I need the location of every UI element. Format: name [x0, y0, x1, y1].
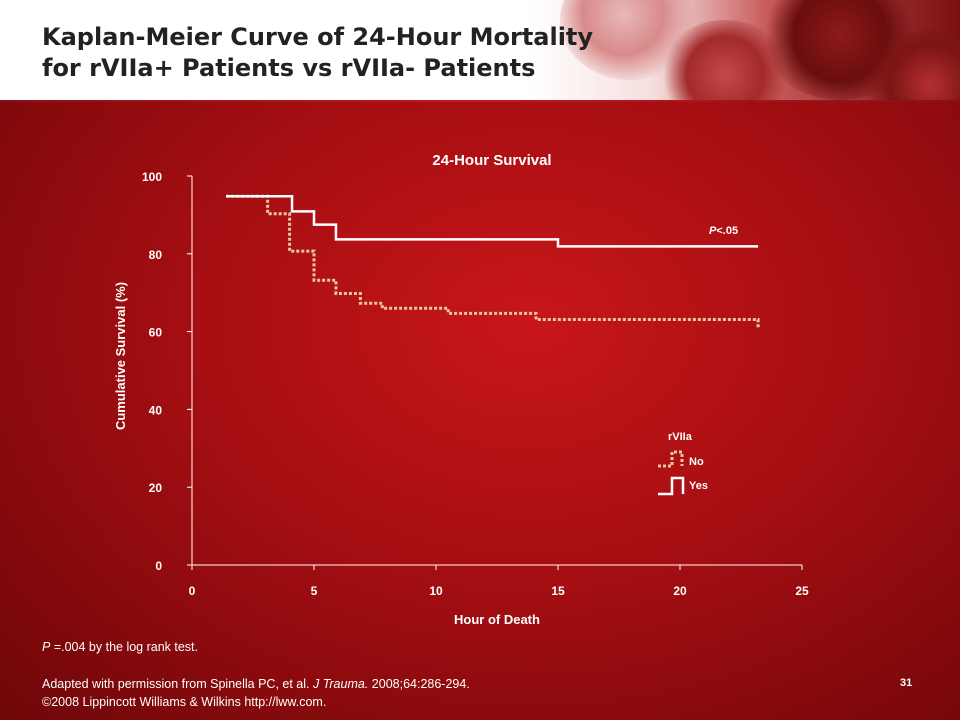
y-axis-label: Cumulative Survival (%) [113, 282, 128, 430]
x-tick-label: 10 [429, 584, 443, 598]
citation: Adapted with permission from Spinella PC… [42, 675, 470, 711]
legend-title: rVIIa [668, 431, 693, 443]
citation-suffix: 2008;64:286-294. [368, 677, 470, 691]
citation-line: Adapted with permission from Spinella PC… [42, 675, 470, 693]
x-tick-label: 20 [673, 584, 687, 598]
page-number: 31 [900, 677, 913, 689]
y-tick-label: 20 [149, 481, 163, 495]
p-value-text: <.05 [716, 225, 738, 237]
x-ticks: 0 5 10 15 20 25 [189, 565, 809, 598]
y-tick-label: 80 [149, 248, 163, 262]
legend-swatch-yes [658, 476, 685, 496]
y-tick-label: 0 [155, 559, 162, 573]
log-rank-note: P =.004 by the log rank test. [42, 640, 198, 654]
x-tick-label: 5 [311, 584, 318, 598]
chart-legend: rVIIa No Yes [658, 431, 708, 496]
x-tick-label: 25 [795, 584, 809, 598]
survival-curve-yes [226, 194, 759, 248]
title-line-2: for rVIIa+ Patients vs rVIIa- Patients [42, 54, 536, 82]
citation-prefix: Adapted with permission from Spinella PC… [42, 677, 313, 691]
y-tick-label: 100 [142, 170, 162, 184]
x-tick-label: 15 [551, 584, 565, 598]
note-p-letter: P [42, 640, 51, 654]
citation-journal: J Trauma. [312, 677, 369, 691]
x-axis-label: Hour of Death [454, 612, 540, 627]
header-divider [0, 100, 960, 102]
p-value-letter: P [709, 225, 717, 237]
legend-label-no: No [689, 456, 704, 468]
note-text: =.004 by the log rank test. [50, 640, 199, 654]
copyright-line: ©2008 Lippincott Williams & Wilkins http… [42, 695, 327, 709]
y-tick-label: 60 [149, 326, 163, 340]
slide-title: Kaplan-Meier Curve of 24-Hour Mortality … [42, 22, 593, 84]
title-line-1: Kaplan-Meier Curve of 24-Hour Mortality [42, 23, 594, 51]
survival-curves [226, 194, 760, 328]
header-banner: Kaplan-Meier Curve of 24-Hour Mortality … [0, 0, 960, 100]
legend-label-yes: Yes [689, 480, 708, 492]
legend-swatch-no [658, 450, 684, 468]
survival-curve-no [226, 194, 760, 328]
y-ticks: 0 20 40 60 80 100 [142, 170, 192, 573]
chart-axes [191, 176, 802, 566]
x-tick-label: 0 [189, 584, 196, 598]
p-value-annotation: P<.05 [709, 225, 738, 237]
y-tick-label: 40 [149, 403, 163, 417]
chart-title: 24-Hour Survival [432, 152, 551, 169]
